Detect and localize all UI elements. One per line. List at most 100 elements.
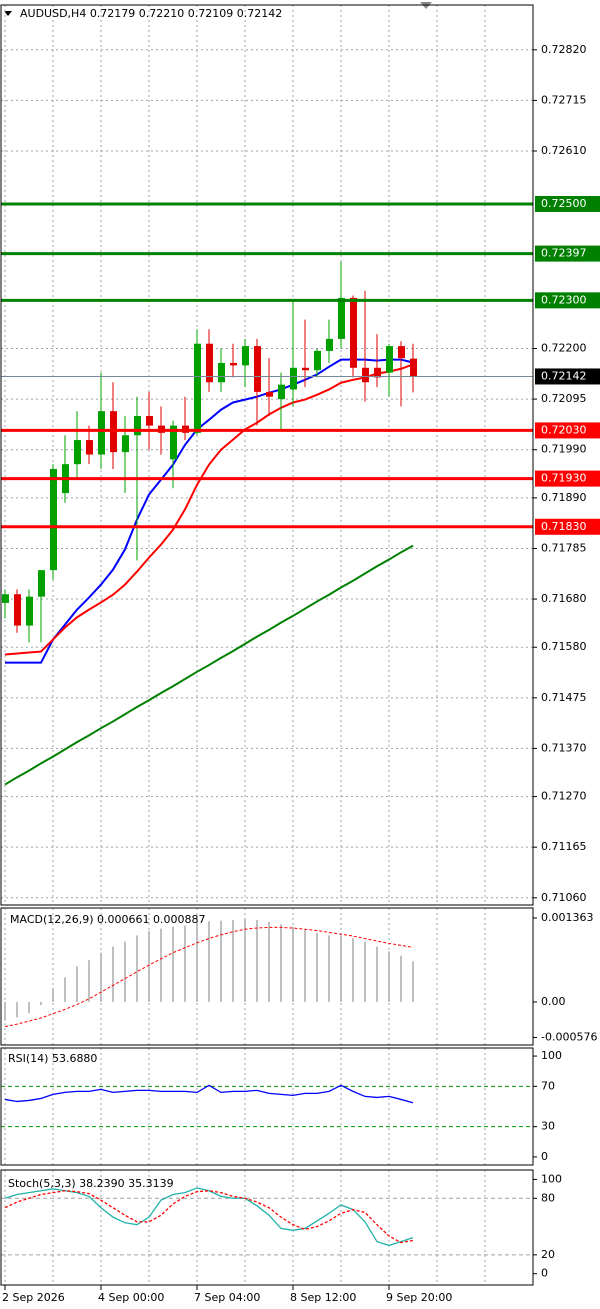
panel-border [0, 4, 534, 906]
candle-body [242, 346, 249, 366]
y-tick-label: 0.71580 [541, 640, 587, 653]
panel-title: RSI(14) 53.6880 [8, 1052, 97, 1065]
y-tick-label: 0.71680 [541, 592, 587, 605]
candle-body [98, 411, 105, 455]
moving-average [4, 544, 414, 786]
candle-body [50, 468, 57, 571]
candle-body [278, 384, 285, 400]
candle-body [290, 367, 297, 390]
x-tick-label: 8 Sep 12:00 [290, 1291, 356, 1304]
macd-bar [304, 929, 306, 1002]
candle-body [146, 415, 153, 426]
macd-bar [196, 921, 198, 1002]
panel-border [0, 907, 534, 1046]
macd-bar [52, 988, 54, 1002]
candle-body [218, 362, 225, 383]
panel-border [0, 1169, 534, 1286]
y-tick-label: 0.72200 [541, 342, 587, 355]
panel-title: Stoch(5,3,3) 38.2390 35.3139 [8, 1177, 174, 1190]
macd-bar [184, 925, 186, 1002]
level-label-box [535, 245, 600, 262]
macd-bar [388, 951, 390, 1002]
y-tick-label: 70 [541, 1079, 555, 1092]
candle-body [26, 596, 33, 626]
macd-bar [232, 920, 234, 1002]
y-tick-label: 0.72715 [541, 93, 587, 106]
candle-body [362, 367, 369, 383]
y-tick-label: 30 [541, 1120, 555, 1133]
last-price-box [535, 368, 600, 385]
macd-bar [4, 1001, 6, 1021]
y-tick-label: 0.71165 [541, 840, 587, 853]
macd-bar [112, 946, 114, 1002]
level-label-box [535, 422, 600, 439]
x-tick-label: 9 Sep 20:00 [386, 1291, 452, 1304]
macd-bar [316, 932, 318, 1002]
candle-body [302, 367, 309, 371]
macd-bar [400, 955, 402, 1002]
candle-body [410, 358, 417, 377]
y-tick-label: 0.71370 [541, 741, 587, 754]
y-tick-label: 0.71785 [541, 541, 587, 554]
y-tick-label: 0.00 [541, 995, 566, 1008]
level-label: 0.72500 [541, 197, 587, 210]
macd-bar [160, 928, 162, 1002]
level-label: 0.72300 [541, 293, 587, 306]
y-tick-label: 0 [541, 1150, 548, 1163]
y-tick-label: 0.72095 [541, 392, 587, 405]
macd-bar [172, 926, 174, 1002]
level-label-box [535, 292, 600, 309]
candle-body [350, 297, 357, 368]
macd-signal [4, 926, 414, 1028]
candle-body [230, 362, 237, 366]
y-tick-label: 0 [541, 1267, 548, 1280]
level-label: 0.72397 [541, 247, 587, 260]
y-tick-label: 0.72610 [541, 144, 587, 157]
last-price-label: 0.72142 [541, 369, 587, 382]
y-tick-label: 80 [541, 1191, 555, 1204]
macd-bar [352, 937, 354, 1002]
macd-bar [268, 921, 270, 1002]
macd-bar [208, 921, 210, 1002]
candle-body [86, 440, 93, 455]
macd-bar [148, 931, 150, 1002]
y-tick-label: 0.001363 [541, 911, 594, 924]
y-tick-label: 20 [541, 1248, 555, 1261]
y-tick-label: 0.71060 [541, 891, 587, 904]
panel-title: AUDUSD,H4 0.72179 0.72210 0.72109 0.7214… [20, 7, 282, 20]
candle-body [170, 425, 177, 460]
macd-bar [100, 952, 102, 1002]
candle-body [38, 570, 45, 597]
candle-body [374, 367, 381, 378]
indicator-line [4, 1084, 414, 1104]
level-label-box [535, 470, 600, 487]
macd-bar [28, 1001, 30, 1014]
macd-bar [220, 920, 222, 1002]
candle-body [74, 440, 81, 465]
y-tick-label: 100 [541, 1172, 562, 1185]
level-label: 0.71930 [541, 472, 587, 485]
y-tick-label: -0.000576 [541, 1030, 597, 1043]
macd-bar [280, 924, 282, 1002]
macd-bar [256, 920, 258, 1002]
macd-bar [76, 966, 78, 1002]
moving-average [4, 363, 414, 656]
candle-body [266, 391, 273, 397]
macd-bar [340, 935, 342, 1002]
panel-title: MACD(12,26,9) 0.000661 0.000887 [10, 913, 206, 926]
level-label: 0.71830 [541, 520, 587, 533]
symbol-menu-arrow[interactable] [4, 11, 12, 16]
x-tick-label: 2 Sep 2026 [2, 1291, 65, 1304]
candle-body [338, 297, 345, 339]
moving-average [5, 358, 414, 664]
candle-body [254, 346, 261, 392]
y-tick-label: 0.72820 [541, 43, 587, 56]
y-tick-label: 0.71270 [541, 790, 587, 803]
x-tick-label: 4 Sep 00:00 [98, 1291, 164, 1304]
candle-body [314, 350, 321, 371]
y-tick-label: 0.71990 [541, 443, 587, 456]
macd-bar [64, 977, 66, 1002]
candle-body [134, 415, 141, 436]
